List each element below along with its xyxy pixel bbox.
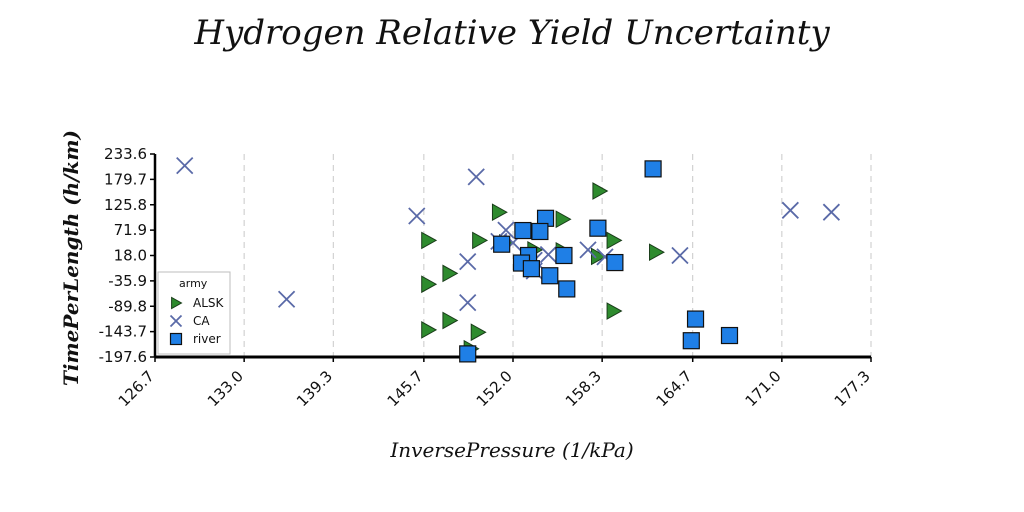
x-tick-label: 139.3: [293, 367, 336, 410]
legend-marker-ca: [169, 314, 183, 328]
series-ca: [176, 156, 841, 312]
point-ca: [497, 221, 515, 239]
point-river: [686, 310, 705, 328]
point-alsk: [555, 210, 572, 229]
x-tick-label: 158.3: [562, 367, 605, 410]
point-ca: [822, 203, 841, 221]
point-river: [682, 332, 700, 350]
y-tick-label: -35.9: [108, 272, 147, 290]
point-ca: [671, 246, 689, 265]
point-ca: [459, 293, 477, 312]
point-alsk: [442, 311, 459, 330]
legend-label-ca: CA: [193, 314, 210, 328]
point-ca: [459, 252, 477, 271]
y-tick-label: 233.6: [104, 145, 147, 163]
point-river: [589, 219, 607, 237]
x-tick-label: 177.3: [831, 367, 874, 410]
legend-marker-river: [169, 332, 183, 346]
point-alsk: [591, 247, 607, 266]
y-tick-label: 18.0: [114, 247, 147, 265]
point-river: [558, 280, 576, 298]
point-ca: [467, 168, 485, 186]
y-tick-label: 179.7: [104, 170, 147, 188]
legend: army ALSK CA river: [157, 271, 231, 355]
point-ca: [176, 156, 194, 175]
y-tick-label: 71.9: [114, 221, 147, 239]
point-river: [720, 326, 739, 345]
x-tick-label: 126.7: [115, 367, 158, 410]
point-alsk: [606, 302, 623, 320]
point-alsk: [421, 275, 438, 294]
point-ca: [539, 245, 558, 264]
point-river: [541, 267, 559, 285]
point-alsk: [606, 231, 623, 250]
series-river: [459, 160, 739, 363]
point-alsk: [472, 231, 489, 250]
point-ca: [277, 290, 296, 308]
point-alsk: [592, 182, 609, 200]
x-axis-label: InversePressure (1/kPa): [389, 438, 633, 462]
point-river: [531, 222, 549, 241]
point-alsk: [649, 243, 665, 262]
y-tick-label: -89.8: [108, 297, 147, 315]
point-river: [555, 246, 573, 265]
point-ca: [408, 207, 426, 225]
x-tick-label: 145.7: [384, 367, 427, 410]
point-alsk: [421, 231, 438, 250]
point-ca: [579, 241, 597, 259]
legend-label-river: river: [193, 332, 221, 346]
point-alsk: [442, 264, 459, 283]
y-tick-label: -197.6: [99, 348, 147, 366]
y-tick-label: -143.7: [99, 323, 147, 341]
point-alsk: [491, 203, 508, 222]
legend-marker-alsk: [171, 296, 183, 310]
chart-title: Hydrogen Relative Yield Uncertainty: [193, 13, 830, 53]
x-tick-label: 133.0: [204, 367, 247, 410]
y-tick-label: 125.8: [104, 196, 147, 214]
point-river: [514, 221, 532, 240]
point-alsk: [421, 321, 438, 339]
data-points: [176, 156, 841, 363]
x-tick-label: 164.7: [652, 367, 695, 410]
x-tick-label: 171.0: [742, 367, 785, 410]
y-axis-label: TimePerLength (h/km): [59, 130, 83, 386]
point-river: [459, 345, 477, 363]
point-ca: [781, 201, 799, 219]
point-river: [493, 235, 511, 253]
x-tick-label: 152.0: [473, 367, 516, 410]
point-river: [522, 260, 540, 278]
legend-label-alsk: ALSK: [193, 296, 225, 310]
point-river: [606, 253, 624, 272]
point-river: [644, 160, 662, 178]
legend-title: army: [179, 277, 208, 290]
point-alsk: [470, 323, 487, 342]
